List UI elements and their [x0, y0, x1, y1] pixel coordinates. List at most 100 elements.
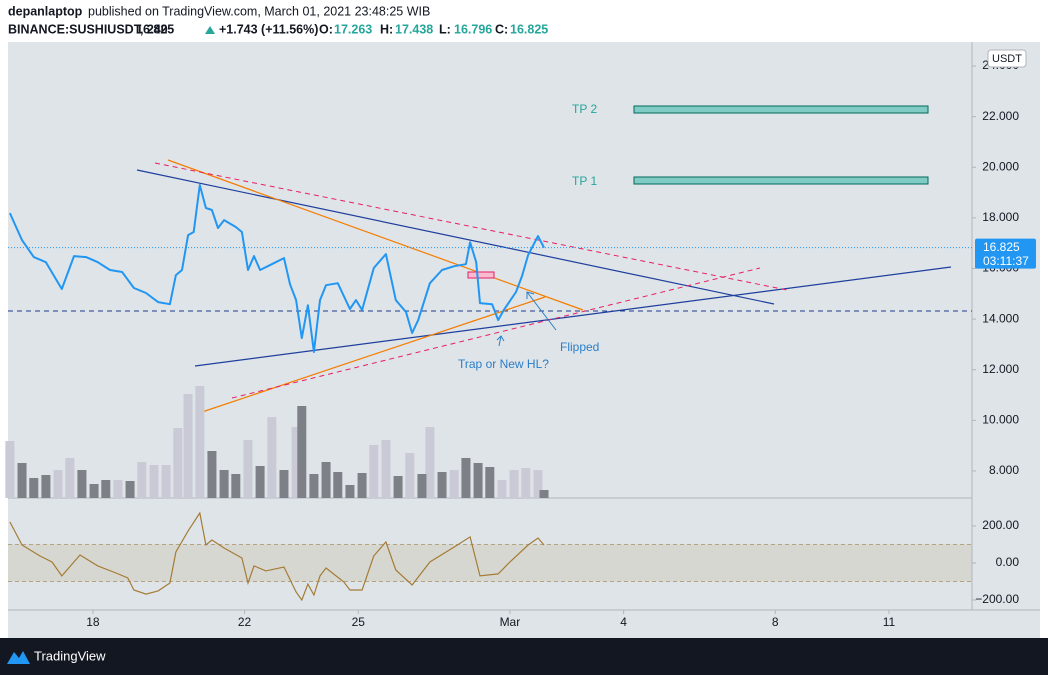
chart-background: [8, 42, 1040, 638]
volume-bar: [521, 468, 531, 498]
y-tick-label: 20.000: [982, 159, 1019, 173]
volume-bar: [161, 465, 171, 498]
volume-bar: [255, 466, 265, 498]
volume-bar: [461, 458, 471, 498]
volume-bar: [345, 485, 355, 498]
volume-bar: [297, 406, 307, 498]
currency: USDT: [992, 53, 1022, 65]
x-tick-label: 25: [352, 615, 366, 629]
volume-bar: [393, 476, 403, 498]
y-tick-label: 10.000: [982, 412, 1019, 426]
volume-bar: [405, 453, 415, 498]
x-tick-label: 22: [238, 615, 252, 629]
y-tick-label: 8.000: [989, 463, 1019, 477]
volume-bar: [267, 417, 277, 498]
arrow: [526, 291, 557, 331]
volume-bar: [231, 474, 241, 498]
volume-bar: [89, 484, 99, 498]
volume-bar: [309, 474, 319, 498]
currency-box: [987, 49, 1027, 68]
volume-bar: [539, 490, 549, 498]
cci-band: [8, 544, 972, 582]
cci-tick-label: 200.00: [982, 518, 1019, 532]
annotation: Flipped: [560, 340, 599, 354]
volume-bar: [381, 440, 391, 498]
volume-bar: [77, 470, 87, 498]
brand: TradingView: [34, 648, 106, 663]
volume-bar: [113, 480, 123, 498]
trendline: [201, 296, 546, 413]
volume-bar: [485, 467, 495, 498]
annotation: TP 2: [572, 102, 597, 116]
drawings: [5, 105, 972, 498]
last-price-box: [975, 238, 1036, 269]
countdown: 03:11:37: [983, 254, 1029, 268]
y-tick-label: 14.000: [982, 311, 1019, 325]
volume-bar: [137, 462, 147, 498]
trendline: [136, 169, 775, 305]
volume-bar: [473, 463, 483, 498]
footer-bar: [0, 638, 1048, 675]
volume-bar: [369, 445, 379, 498]
ohlc-label: L:: [439, 22, 451, 36]
volume-bar: [533, 470, 543, 498]
volume-bar: [29, 478, 39, 498]
change: +1.743 (+11.56%): [219, 22, 318, 36]
arrow: [496, 335, 505, 347]
volume-bar: [497, 480, 507, 498]
ohlc-label: H:: [380, 22, 393, 36]
volume-bar: [173, 428, 183, 498]
y-tick-label: 22.000: [982, 109, 1019, 123]
ohlc-label: O:: [319, 22, 333, 36]
volume-bar: [243, 440, 253, 498]
zone: [467, 271, 495, 279]
y-tick-label: 18.000: [982, 210, 1019, 224]
volume-bar: [437, 472, 447, 498]
tp-box: [633, 105, 929, 114]
volume-bar: [41, 475, 51, 498]
annotation: Trap or New HL?: [458, 357, 549, 371]
trendline: [167, 159, 584, 311]
cci-tick-label: −200.00: [975, 592, 1019, 606]
cci-line: [9, 511, 545, 602]
ohlc-value: 16.796: [454, 22, 492, 36]
x-tick-label: 4: [620, 615, 627, 629]
x-tick-label: 11: [883, 615, 896, 629]
volume-bar: [65, 458, 75, 498]
cci-tick-label: 0.00: [996, 555, 1020, 569]
volume-bar: [101, 480, 111, 498]
x-tick-label: 8: [772, 615, 779, 629]
volume-bar: [149, 465, 159, 498]
price-line: [8, 184, 545, 353]
header-price: 16.825: [136, 22, 174, 36]
last-price-label: 16.825: [983, 240, 1020, 254]
ohlc-label: C:: [495, 22, 508, 36]
volume-bar: [183, 394, 193, 498]
author: depanlaptop: [8, 4, 83, 18]
volume-bar: [53, 470, 63, 498]
trendline: [231, 267, 761, 399]
volume-bar: [417, 474, 427, 498]
annotation: TP 1: [572, 174, 597, 188]
volume-bar: [425, 427, 435, 498]
ohlc-value: 17.438: [395, 22, 433, 36]
x-tick-label: Mar: [500, 615, 521, 629]
volume-bar: [125, 481, 135, 498]
volume-bar: [321, 462, 331, 498]
volume-bar: [17, 463, 27, 498]
volume-bar: [449, 470, 459, 498]
ohlc-value: 16.825: [510, 22, 548, 36]
volume-bar: [5, 441, 15, 498]
volume-bar: [333, 472, 343, 498]
volume-bar: [291, 427, 301, 498]
published: published on TradingView.com, March 01, …: [88, 4, 430, 18]
tp-box: [633, 176, 929, 185]
volume-bar: [195, 386, 205, 498]
volume-bar: [509, 470, 519, 498]
trendline: [194, 266, 952, 367]
symbol: BINANCE:SUSHIUSDT, 240: [8, 22, 168, 36]
ohlc-value: 17.263: [334, 22, 372, 36]
y-tick-label: 12.000: [982, 362, 1019, 376]
volume-bar: [357, 473, 367, 498]
